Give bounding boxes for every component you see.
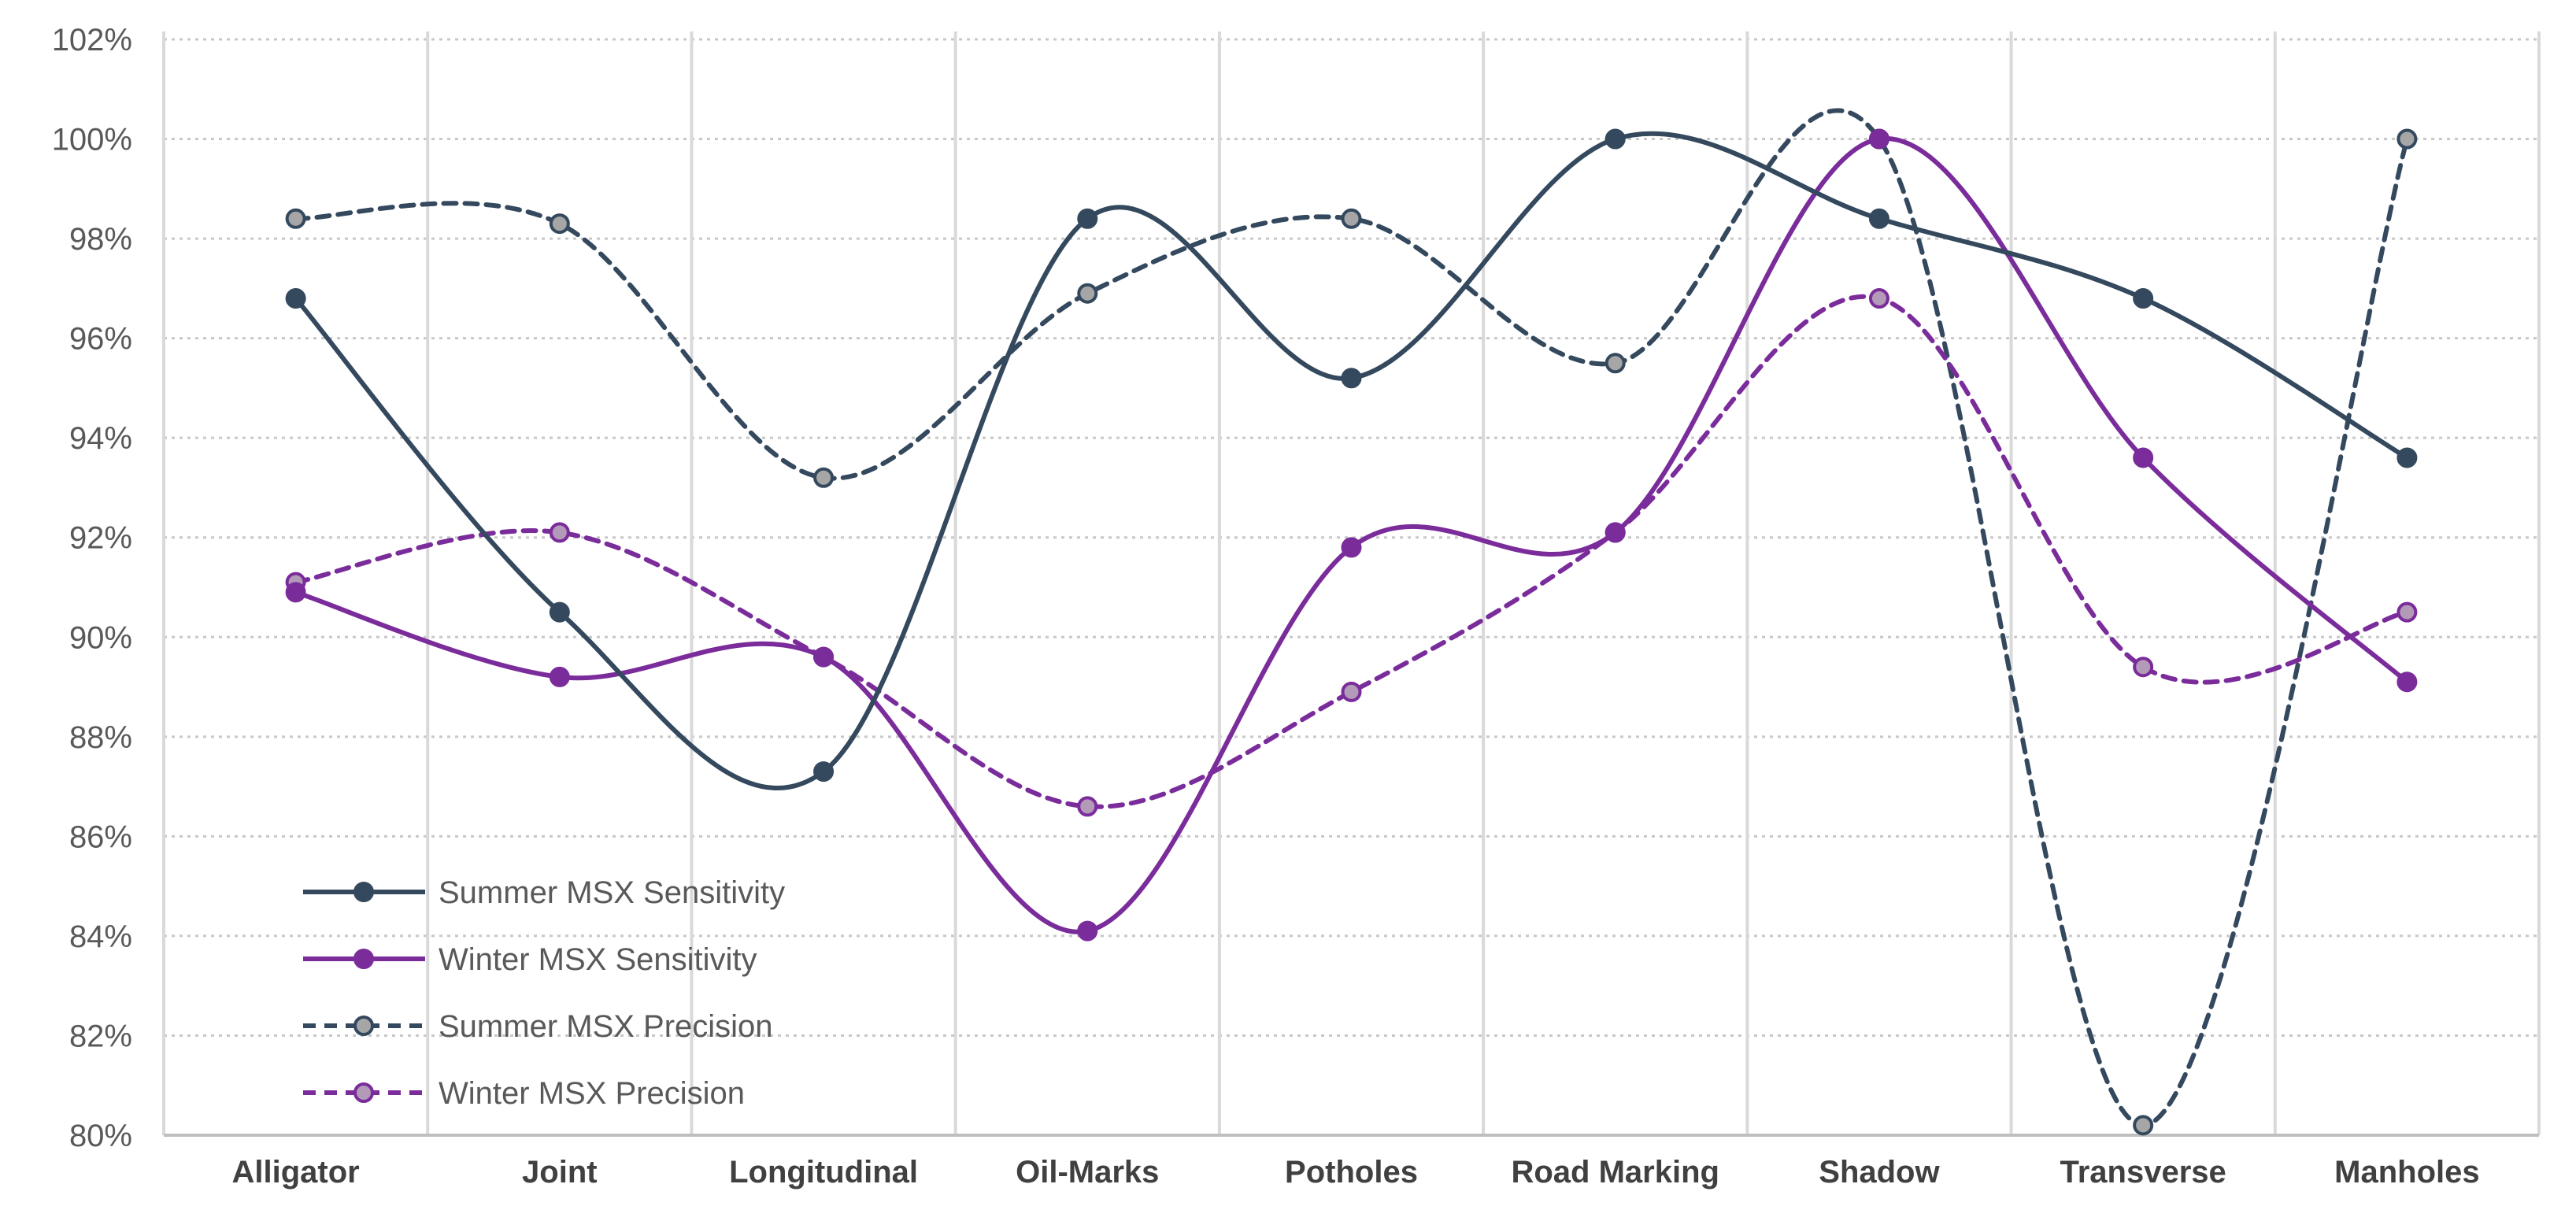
data-point — [1604, 128, 1626, 150]
data-point — [1077, 208, 1098, 229]
y-tick-label: 100% — [52, 123, 132, 157]
y-tick-label: 90% — [69, 620, 132, 655]
data-point — [1077, 283, 1098, 304]
legend-swatch-marker — [353, 1016, 374, 1036]
legend-label: Winter MSX Sensitivity — [439, 942, 757, 977]
y-tick-label: 86% — [69, 820, 132, 854]
legend-item-summer-msx-sensitivity: Summer MSX Sensitivity — [303, 875, 785, 910]
data-point — [2396, 447, 2418, 468]
data-point — [1077, 920, 1098, 942]
legend-label: Winter MSX Precision — [439, 1076, 745, 1111]
legend: Summer MSX Sensitivity Winter MSX Sensiti… — [303, 875, 785, 1111]
y-tick-label: 94% — [69, 421, 132, 456]
y-tick-label: 80% — [69, 1119, 132, 1153]
x-tick-label: Alligator — [231, 1155, 359, 1190]
x-tick-label: Manholes — [2334, 1155, 2479, 1190]
y-tick-label: 88% — [69, 720, 132, 755]
legend-swatch-marker — [353, 949, 374, 969]
x-tick-label: Potholes — [1285, 1155, 1418, 1190]
data-point — [1868, 288, 1889, 309]
series-line-winter-msx-precision — [293, 294, 2410, 809]
x-tick-label: Joint — [522, 1155, 598, 1190]
legend-item-summer-msx-precision: Summer MSX Precision — [303, 1009, 773, 1044]
x-tick-labels: Alligator Joint Longitudinal Oil-Marks Potho… — [231, 1155, 2479, 1190]
data-point — [813, 761, 835, 783]
data-point — [2396, 601, 2418, 623]
y-tick-label: 92% — [69, 521, 132, 556]
data-point — [813, 467, 835, 488]
x-tick-label: Shadow — [1819, 1155, 1940, 1190]
data-point — [549, 666, 570, 687]
data-point — [1604, 353, 1626, 374]
grid-lines — [162, 31, 2541, 1135]
legend-swatch-marker — [353, 882, 374, 902]
legend-label: Summer MSX Sensitivity — [439, 875, 785, 910]
y-tick-labels: 80% 82% 84% 86% 88% 90% 92% 94% 96% 98% 100% 102% — [52, 23, 132, 1153]
series-summer-msx-sensitivity — [285, 128, 2418, 791]
data-point — [285, 288, 306, 309]
data-point — [1868, 208, 1889, 229]
series-line-summer-msx-precision — [293, 108, 2410, 1128]
data-point — [549, 601, 570, 623]
series-summer-msx-precision — [285, 108, 2418, 1136]
data-point — [1077, 796, 1098, 817]
y-tick-label: 98% — [69, 222, 132, 257]
data-point — [2133, 288, 2154, 309]
x-tick-label: Transverse — [2060, 1155, 2226, 1190]
data-point — [1341, 368, 1362, 389]
series-line-summer-msx-sensitivity — [293, 131, 2410, 791]
data-point — [1341, 208, 1362, 229]
data-point — [2133, 447, 2154, 468]
x-tick-label: Longitudinal — [729, 1155, 918, 1190]
data-point — [1341, 681, 1362, 702]
data-point — [2133, 1115, 2154, 1136]
y-tick-label: 102% — [52, 23, 132, 57]
y-tick-label: 82% — [69, 1019, 132, 1053]
series-winter-msx-sensitivity — [285, 128, 2418, 942]
x-tick-label: Oil-Marks — [1016, 1155, 1159, 1190]
data-point — [2133, 657, 2154, 678]
series-winter-msx-precision — [285, 288, 2418, 817]
data-point — [2396, 128, 2418, 150]
y-tick-label: 84% — [69, 919, 132, 954]
legend-label: Summer MSX Precision — [439, 1009, 773, 1044]
data-point — [1868, 128, 1889, 150]
series-line-winter-msx-sensitivity — [293, 136, 2410, 934]
x-tick-label: Road Marking — [1511, 1155, 1719, 1190]
data-point — [1341, 537, 1362, 558]
legend-swatch-marker — [353, 1082, 374, 1103]
data-point — [1604, 522, 1626, 543]
data-point — [549, 522, 570, 543]
data-point — [2396, 672, 2418, 693]
data-point — [549, 213, 570, 235]
legend-item-winter-msx-sensitivity: Winter MSX Sensitivity — [303, 942, 757, 977]
data-point — [285, 582, 306, 603]
data-point — [813, 646, 835, 668]
data-point — [285, 208, 306, 229]
series-lines — [285, 108, 2418, 1136]
y-tick-label: 96% — [69, 322, 132, 357]
legend-item-winter-msx-precision: Winter MSX Precision — [303, 1076, 745, 1111]
